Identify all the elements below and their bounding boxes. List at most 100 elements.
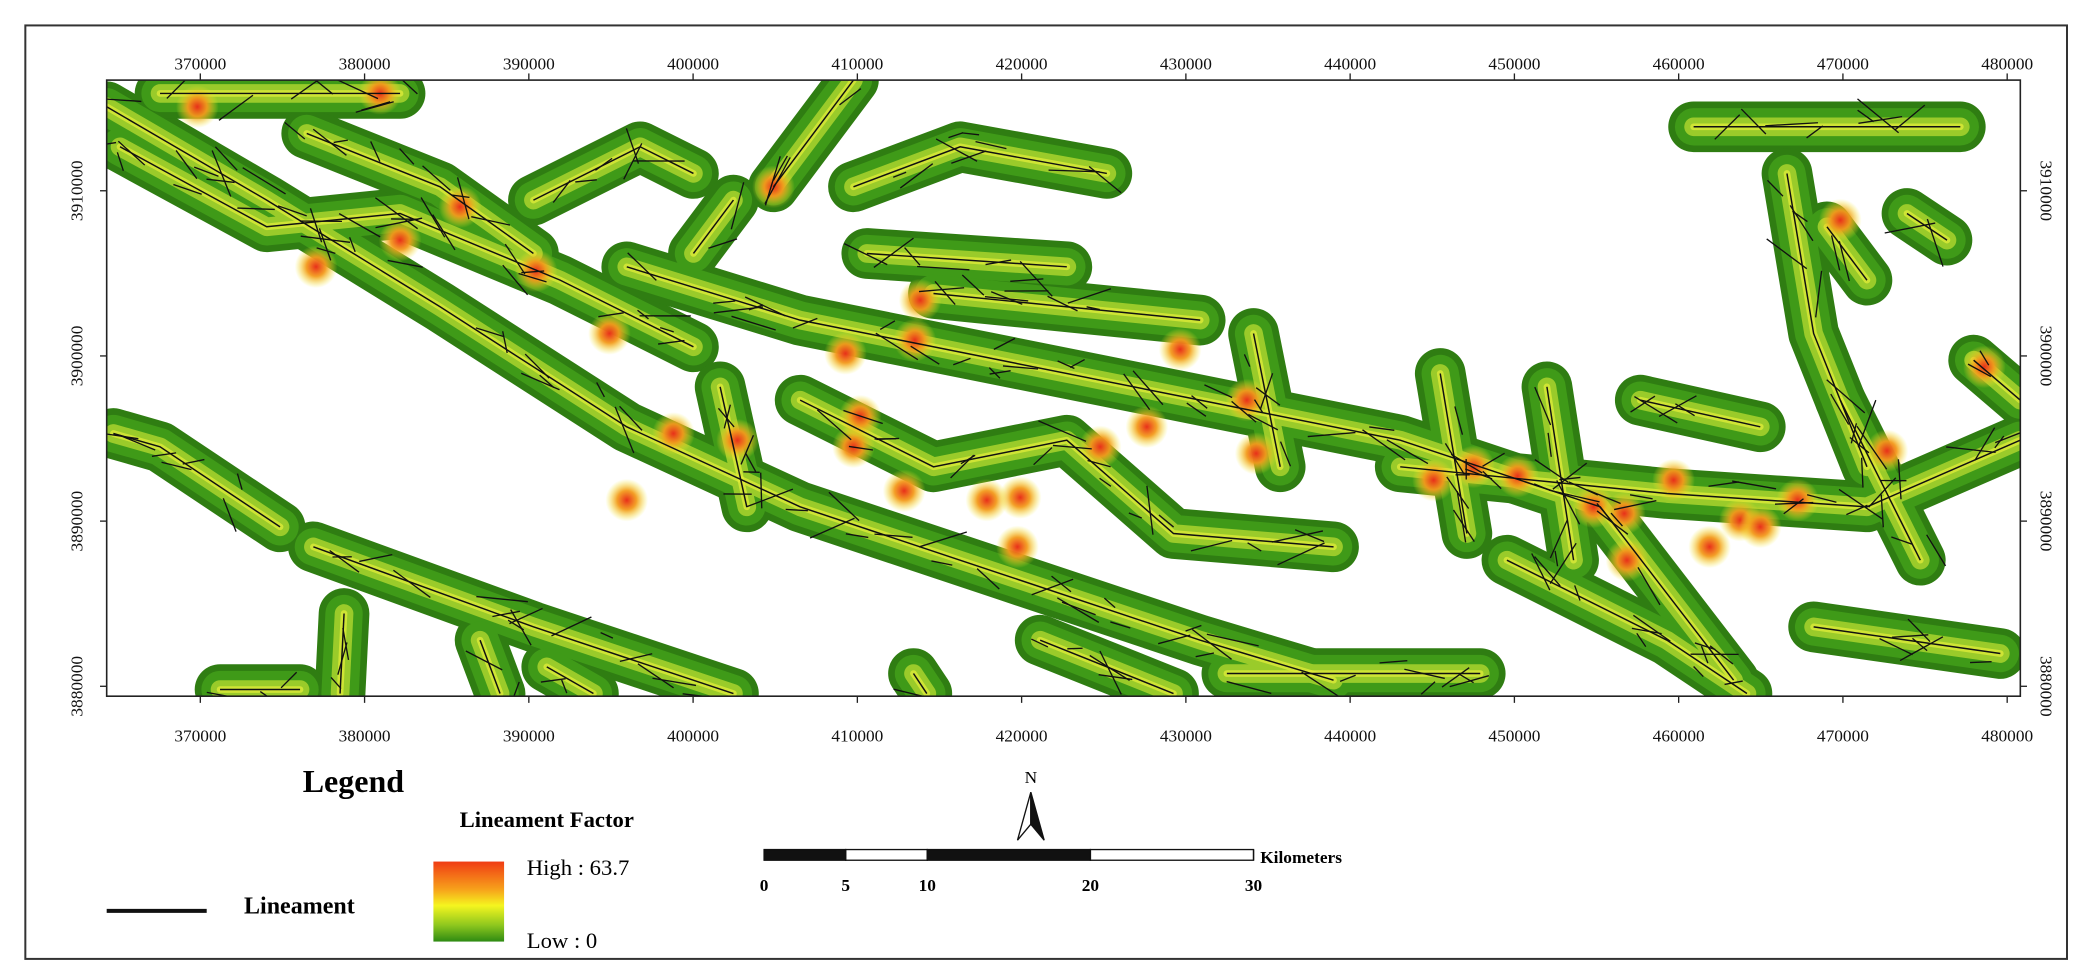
- x-tick-label: 480000: [1981, 54, 2033, 73]
- lineament: [1191, 395, 1208, 409]
- lineament: [875, 332, 919, 361]
- lineament: [988, 367, 1001, 379]
- lineament: [1128, 512, 1142, 519]
- hotspot: [1125, 405, 1169, 449]
- lineament: [1879, 638, 1913, 656]
- hotspot: [1688, 525, 1731, 569]
- x-tick-label: 430000: [1160, 727, 1212, 746]
- lineament: [521, 270, 545, 274]
- lineament: [816, 409, 852, 441]
- lineament: [1724, 680, 1743, 686]
- scale-label: 0: [760, 876, 769, 895]
- lineament: [1891, 536, 1913, 545]
- lineament: [717, 407, 735, 428]
- lineament: [1658, 395, 1697, 418]
- lineament: [339, 613, 345, 694]
- lineament: [182, 458, 205, 465]
- lineament: [1838, 241, 1850, 282]
- lineament: [1973, 359, 2021, 401]
- lineament: [1926, 218, 1944, 267]
- lineament: [1185, 624, 1202, 632]
- lineament: [1031, 578, 1074, 596]
- lineament: [175, 150, 198, 180]
- lineament: [330, 676, 342, 690]
- lineament: [492, 610, 521, 618]
- lineament: [401, 80, 418, 95]
- factor-ramp: [433, 861, 505, 942]
- lineament: [1038, 420, 1087, 442]
- outer-border: [24, 24, 2068, 960]
- lineament: [1146, 485, 1154, 535]
- hotspot: [176, 85, 219, 129]
- x-tick-label: 450000: [1488, 727, 1540, 746]
- lineament: [1506, 559, 1748, 695]
- hotspot: [358, 80, 402, 115]
- lineament: [1838, 488, 1883, 520]
- lineament: [312, 128, 347, 156]
- lineament: [106, 433, 139, 440]
- hotspot: [605, 478, 649, 522]
- lineament: [193, 166, 219, 177]
- lineament: [1464, 468, 1493, 480]
- hotspot: [965, 478, 1009, 522]
- lineament: [659, 327, 674, 333]
- lineament: [1714, 114, 1741, 140]
- lineament: [1640, 399, 1761, 428]
- lineament: [1369, 426, 1395, 431]
- lineament: [1830, 393, 1850, 425]
- lineament: [316, 247, 336, 254]
- hotspot: [996, 525, 1039, 569]
- x-tick-label: 410000: [831, 54, 883, 73]
- lineament: [329, 549, 360, 573]
- lineament: [1087, 459, 1111, 468]
- lineament: [1549, 542, 1577, 584]
- lineament: [1789, 205, 1814, 242]
- x-tick-label: 440000: [1324, 54, 1376, 73]
- north-arrow-left: [1016, 792, 1032, 841]
- lineament: [1926, 534, 1947, 567]
- lineament: [637, 309, 649, 320]
- lineament: [290, 80, 320, 100]
- axes: 370000 370000 380000 380000 390000 390000 4000…: [68, 54, 2056, 745]
- x-tick-label: 430000: [1160, 54, 1212, 73]
- lineament: [692, 199, 735, 254]
- lineament: [259, 691, 269, 697]
- lineament: [745, 452, 757, 472]
- lineament: [809, 517, 855, 539]
- lineament: [1010, 278, 1044, 282]
- y-tick-label: 3880000: [68, 656, 87, 717]
- lineament: [1089, 654, 1130, 681]
- y-tick-label: 3890000: [2036, 491, 2055, 552]
- lineament: [1574, 585, 1581, 601]
- lineament: [1048, 169, 1100, 173]
- lineament: [990, 291, 1023, 305]
- lineament: [333, 139, 348, 144]
- lineament: [471, 216, 511, 226]
- lineament: [1554, 550, 1559, 567]
- lineament: [948, 132, 964, 139]
- lineament: [1186, 402, 1207, 417]
- lineament: [1400, 439, 2021, 508]
- hotspot: [438, 185, 482, 229]
- lineament: [370, 141, 381, 162]
- lineament: [432, 214, 456, 251]
- lineament: [845, 533, 869, 539]
- lineament: [935, 138, 978, 162]
- lineament: [306, 132, 534, 255]
- x-tick-label: 470000: [1817, 727, 1869, 746]
- hotspot: [378, 218, 422, 262]
- lineament: [1031, 638, 1049, 648]
- scale-label: 10: [919, 876, 936, 895]
- scale-segment: [926, 848, 1092, 861]
- lineament: [843, 409, 883, 425]
- lineament: [1856, 425, 1888, 470]
- lineament: [1061, 601, 1096, 616]
- lineament: [1694, 642, 1716, 651]
- hotspot: [1605, 538, 1649, 582]
- lineament: [989, 370, 1011, 375]
- lineament: [1052, 444, 1092, 450]
- lineament: [879, 320, 896, 331]
- north-label: N: [1025, 768, 1038, 787]
- lineament: [552, 180, 571, 203]
- lineament: [1279, 441, 1292, 467]
